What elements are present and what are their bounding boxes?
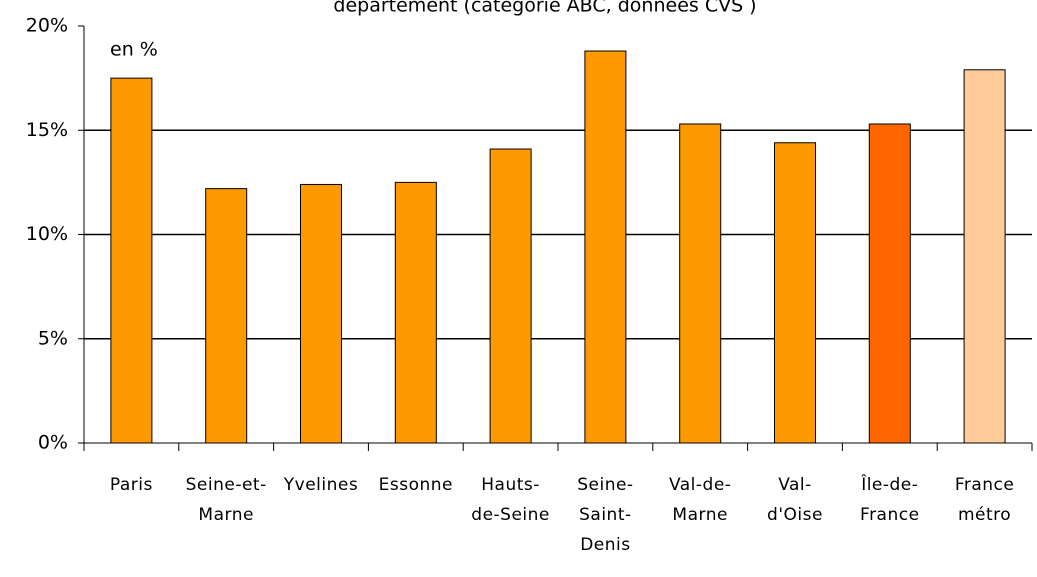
x-tick-label: Val-d'Oise [767, 475, 823, 525]
bar [205, 188, 248, 444]
bar [774, 142, 816, 444]
bar [489, 148, 532, 444]
y-tick-label: 10% [26, 223, 68, 245]
bar [963, 69, 1006, 444]
annotation: en % [110, 39, 158, 61]
x-tick-label: Seine-Saint-Denis [577, 475, 634, 555]
y-tick-label: 5% [38, 327, 68, 349]
bar [679, 123, 722, 444]
x-tick-label: Hauts-de-Seine [471, 475, 550, 525]
x-tick-label: Val-de-Marne [668, 475, 732, 525]
x-tick-label: Essonne [378, 475, 453, 495]
x-tick-label: France métro [954, 475, 1015, 525]
bar [110, 77, 153, 444]
y-tick-label: 15% [26, 119, 68, 141]
x-tick-label: Paris [109, 475, 153, 495]
bar [394, 181, 437, 444]
y-tick-label: 20% [26, 15, 68, 37]
y-tick-label: 0% [38, 432, 68, 454]
x-tick-label: Seine-et-Marne [185, 475, 267, 525]
bar [868, 123, 911, 444]
bar [584, 50, 627, 444]
bar [300, 183, 342, 444]
x-tick-label: Yvelines [283, 475, 359, 495]
chart-title: département (catégorie ABC, données CVS … [333, 0, 756, 17]
x-tick-label: Île-de-France [860, 475, 920, 525]
